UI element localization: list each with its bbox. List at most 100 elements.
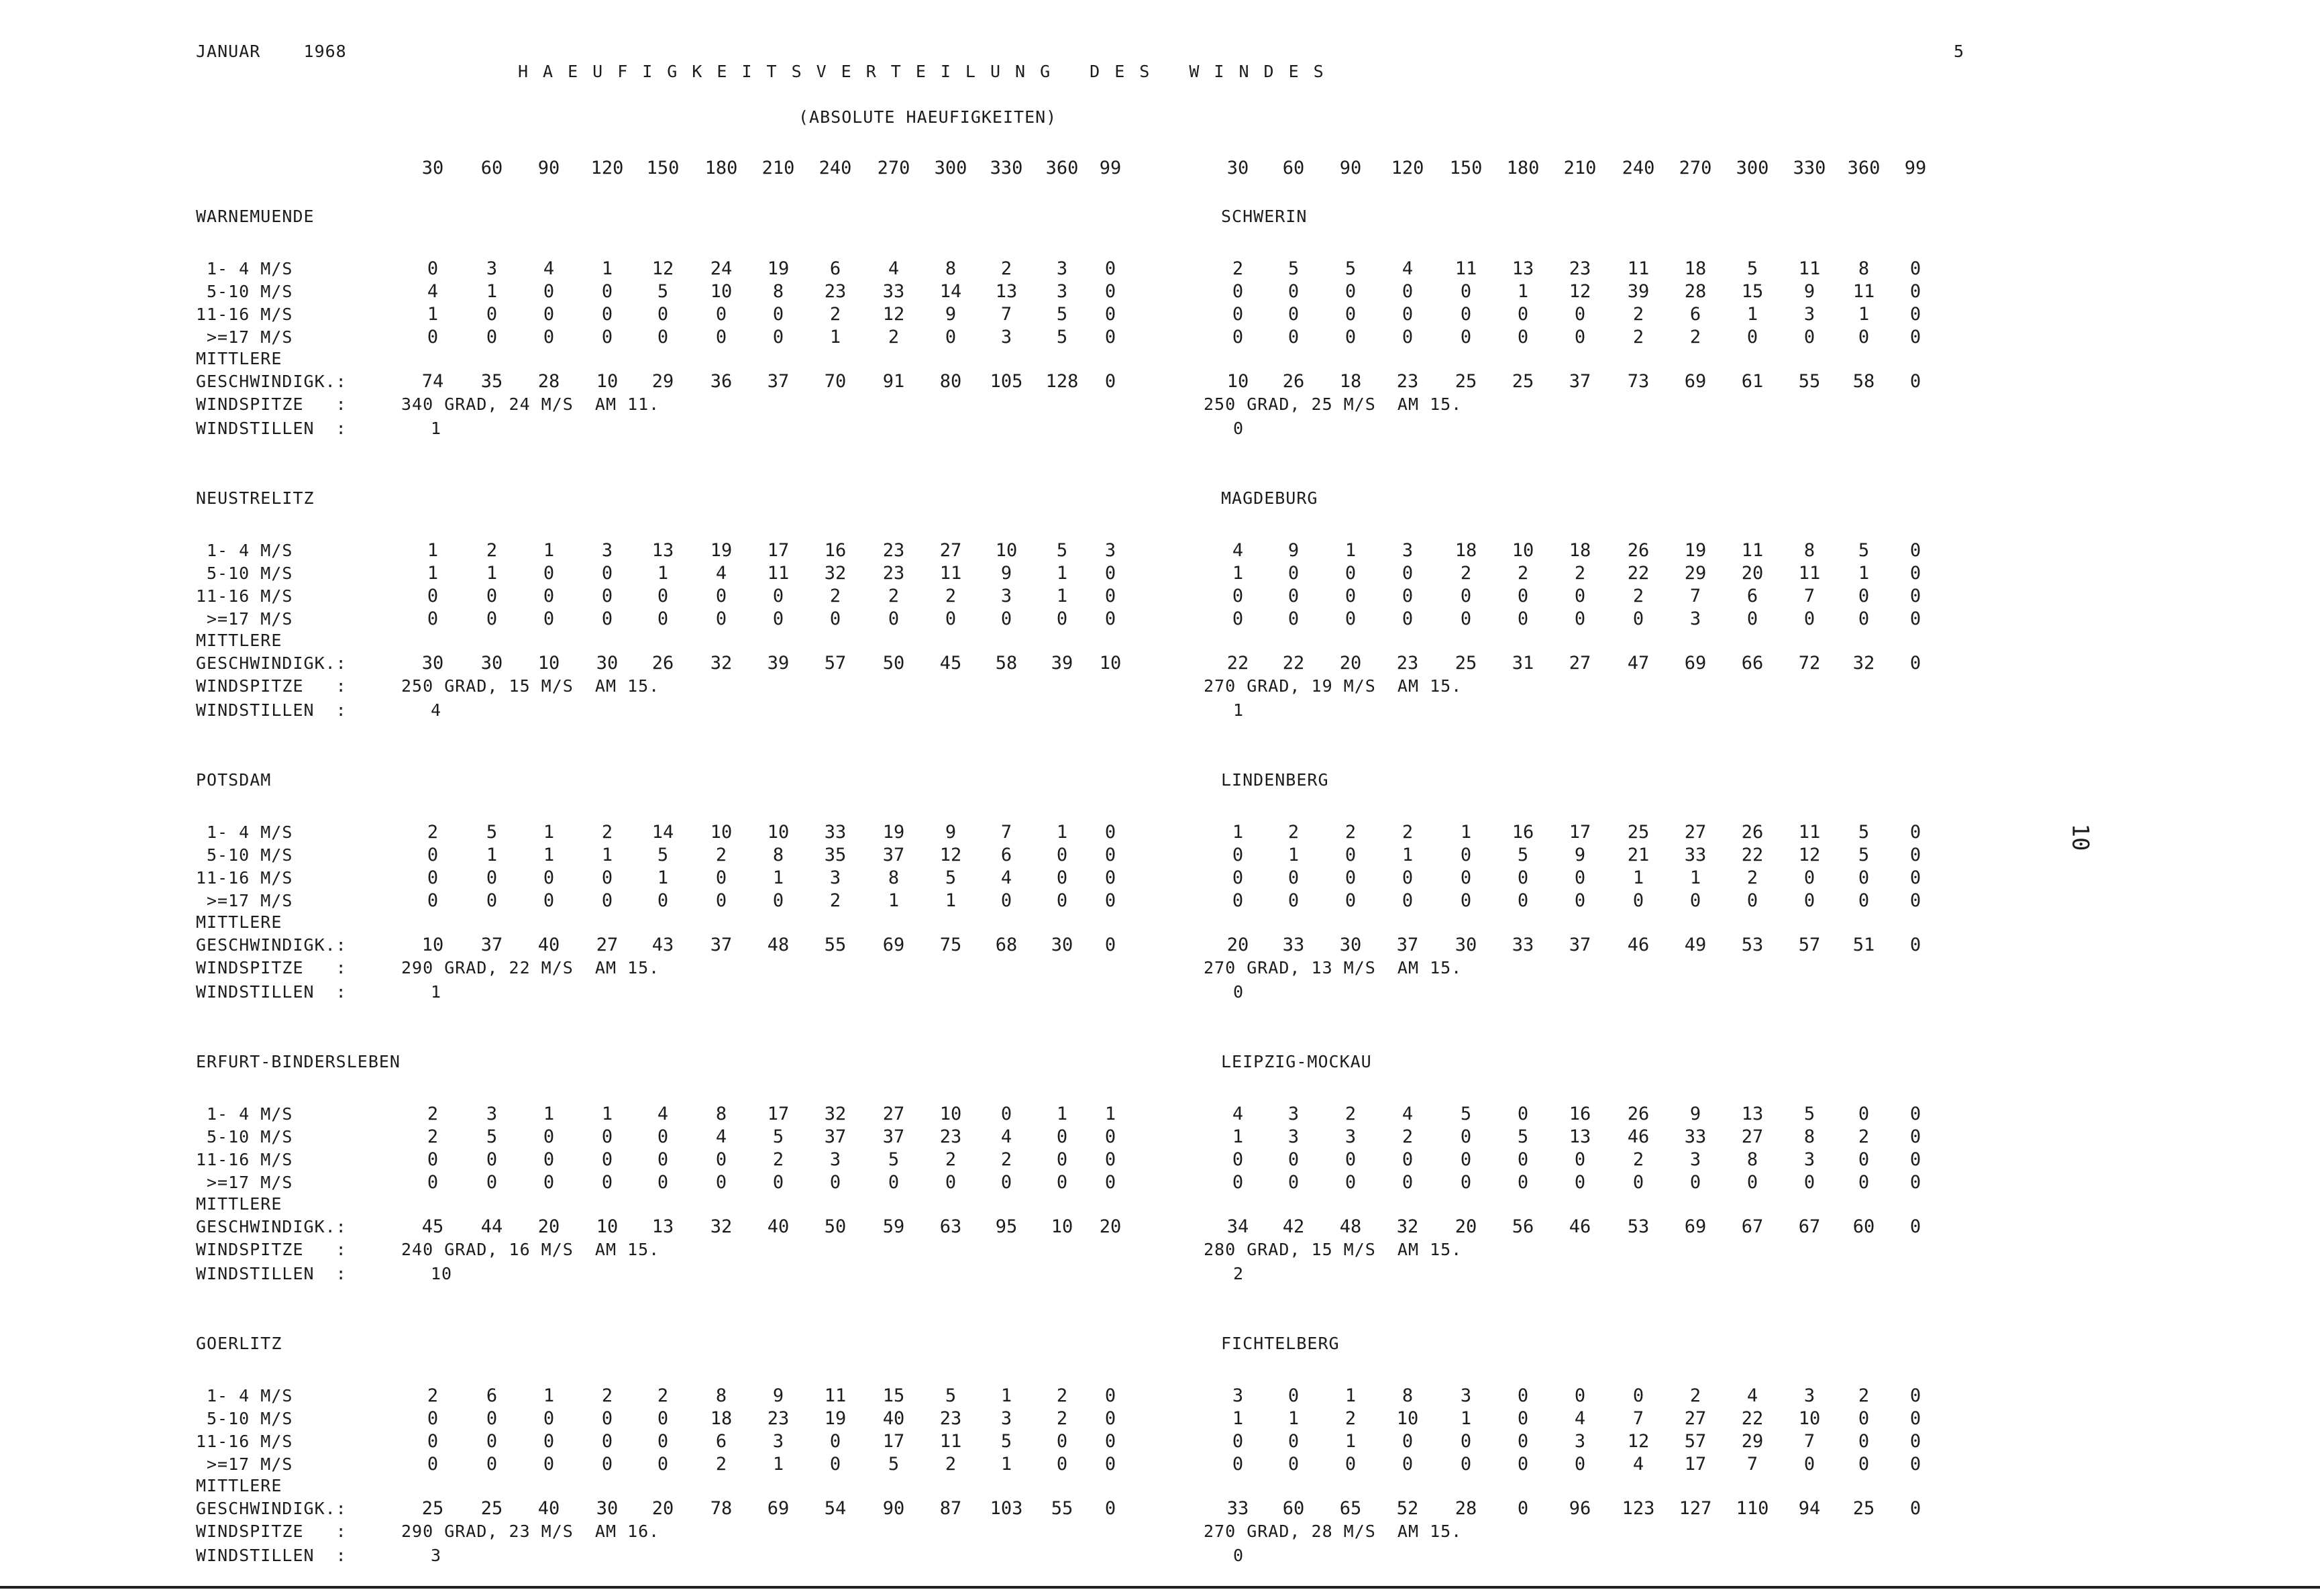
table-cell: 0	[1517, 867, 1529, 888]
windspitze-value: 290 GRAD, 22 M/S AM 15.	[401, 958, 660, 977]
table-cell: 0	[1287, 867, 1300, 888]
table-cell: 0	[601, 890, 613, 911]
table-cell: 10	[1396, 1408, 1419, 1429]
table-cell: 1	[601, 845, 613, 865]
table-cell: 5	[1803, 1104, 1815, 1124]
table-cell: 0	[486, 1431, 498, 1452]
table-cell: 1	[1232, 822, 1244, 843]
table-cell: 0	[1460, 1126, 1472, 1147]
table-cell: 0	[543, 1454, 555, 1475]
table-cell: 80	[939, 371, 962, 392]
table-cell: 1	[1000, 1385, 1012, 1406]
table-cell: 1	[1104, 1104, 1116, 1124]
table-cell: 3	[1000, 327, 1012, 348]
table-cell: 35	[824, 845, 847, 865]
row-label: WINDSTILLEN :	[196, 1546, 347, 1565]
table-cell: 1	[1344, 1431, 1357, 1452]
table-cell: 22	[1226, 653, 1249, 674]
table-cell: 0	[1104, 935, 1116, 955]
windspitze-value: 270 GRAD, 28 M/S AM 15.	[1204, 1522, 1463, 1541]
table-cell: 14	[939, 281, 962, 302]
table-cell: 0	[1287, 1431, 1300, 1452]
table-cell: 0	[1287, 304, 1300, 325]
windstillen-value: 0	[1233, 419, 1245, 438]
table-cell: 17	[1684, 1454, 1707, 1475]
table-cell: 0	[1104, 304, 1116, 325]
table-cell: 11	[1455, 258, 1477, 279]
table-cell: 1	[543, 1104, 555, 1124]
table-cell: 0	[1803, 1172, 1815, 1193]
table-cell: 9	[1803, 281, 1815, 302]
table-cell: 5	[772, 1126, 784, 1147]
table-cell: 0	[772, 608, 784, 629]
table-cell: 3	[1803, 304, 1815, 325]
table-cell: 25	[421, 1498, 444, 1519]
table-cell: 2	[1460, 563, 1472, 584]
table-cell: 0	[1858, 1172, 1870, 1193]
table-cell: 5	[657, 845, 669, 865]
table-cell: 12	[651, 258, 674, 279]
station-name: NEUSTRELITZ	[196, 488, 315, 508]
table-cell: 78	[710, 1498, 733, 1519]
table-cell: 53	[1741, 935, 1764, 955]
table-cell: 0	[1517, 608, 1529, 629]
table-cell: 0	[829, 1431, 841, 1452]
row-label: WINDSPITZE :	[196, 676, 347, 696]
table-cell: 0	[427, 845, 439, 865]
table-cell: 1	[1232, 1126, 1244, 1147]
table-cell: 70	[824, 371, 847, 392]
table-cell: 33	[824, 822, 847, 843]
table-cell: 7	[1803, 1431, 1815, 1452]
table-cell: 17	[1569, 822, 1591, 843]
table-cell: 8	[772, 281, 784, 302]
table-cell: 0	[1104, 1385, 1116, 1406]
table-cell: 50	[882, 653, 905, 674]
table-cell: 0	[715, 327, 727, 348]
table-cell: 0	[1104, 1408, 1116, 1429]
table-cell: 30	[1339, 935, 1362, 955]
direction-label: 360	[1847, 158, 1881, 178]
direction-label: 120	[1391, 158, 1424, 178]
table-cell: 0	[657, 327, 669, 348]
row-label: GESCHWINDIGK.:	[196, 372, 347, 391]
table-cell: 0	[601, 1408, 613, 1429]
table-cell: 3	[1104, 540, 1116, 561]
table-cell: 0	[1909, 867, 1921, 888]
table-cell: 10	[1099, 653, 1122, 674]
table-cell: 66	[1741, 653, 1764, 674]
row-label: GESCHWINDIGK.:	[196, 653, 347, 673]
table-cell: 2	[772, 1149, 784, 1170]
station-name: POTSDAM	[196, 770, 272, 790]
table-cell: 0	[1746, 327, 1758, 348]
table-cell: 0	[601, 867, 613, 888]
table-cell: 0	[1104, 822, 1116, 843]
table-cell: 2	[1689, 327, 1701, 348]
table-cell: 1	[601, 1104, 613, 1124]
table-cell: 8	[1803, 1126, 1815, 1147]
table-cell: 7	[1689, 586, 1701, 606]
table-cell: 59	[882, 1216, 905, 1237]
table-cell: 12	[1627, 1431, 1650, 1452]
table-cell: 0	[1104, 845, 1116, 865]
table-cell: 1	[1460, 1408, 1472, 1429]
direction-label: 30	[1226, 158, 1249, 178]
table-cell: 0	[657, 586, 669, 606]
table-cell: 0	[1287, 608, 1300, 629]
table-cell: 30	[1455, 935, 1477, 955]
windspitze-value: 270 GRAD, 13 M/S AM 15.	[1204, 958, 1463, 977]
table-cell: 0	[1909, 1408, 1921, 1429]
table-cell: 67	[1798, 1216, 1821, 1237]
table-cell: 12	[939, 845, 962, 865]
table-cell: 67	[1741, 1216, 1764, 1237]
table-cell: 1	[1056, 822, 1068, 843]
table-cell: 0	[1104, 258, 1116, 279]
table-cell: 5	[657, 281, 669, 302]
direction-label: 99	[1904, 158, 1927, 178]
table-cell: 68	[995, 935, 1018, 955]
table-cell: 23	[824, 281, 847, 302]
table-cell: 12	[1569, 281, 1591, 302]
table-cell: 0	[1344, 304, 1357, 325]
table-cell: 0	[772, 1172, 784, 1193]
table-cell: 26	[1282, 371, 1305, 392]
table-cell: 0	[1056, 867, 1068, 888]
